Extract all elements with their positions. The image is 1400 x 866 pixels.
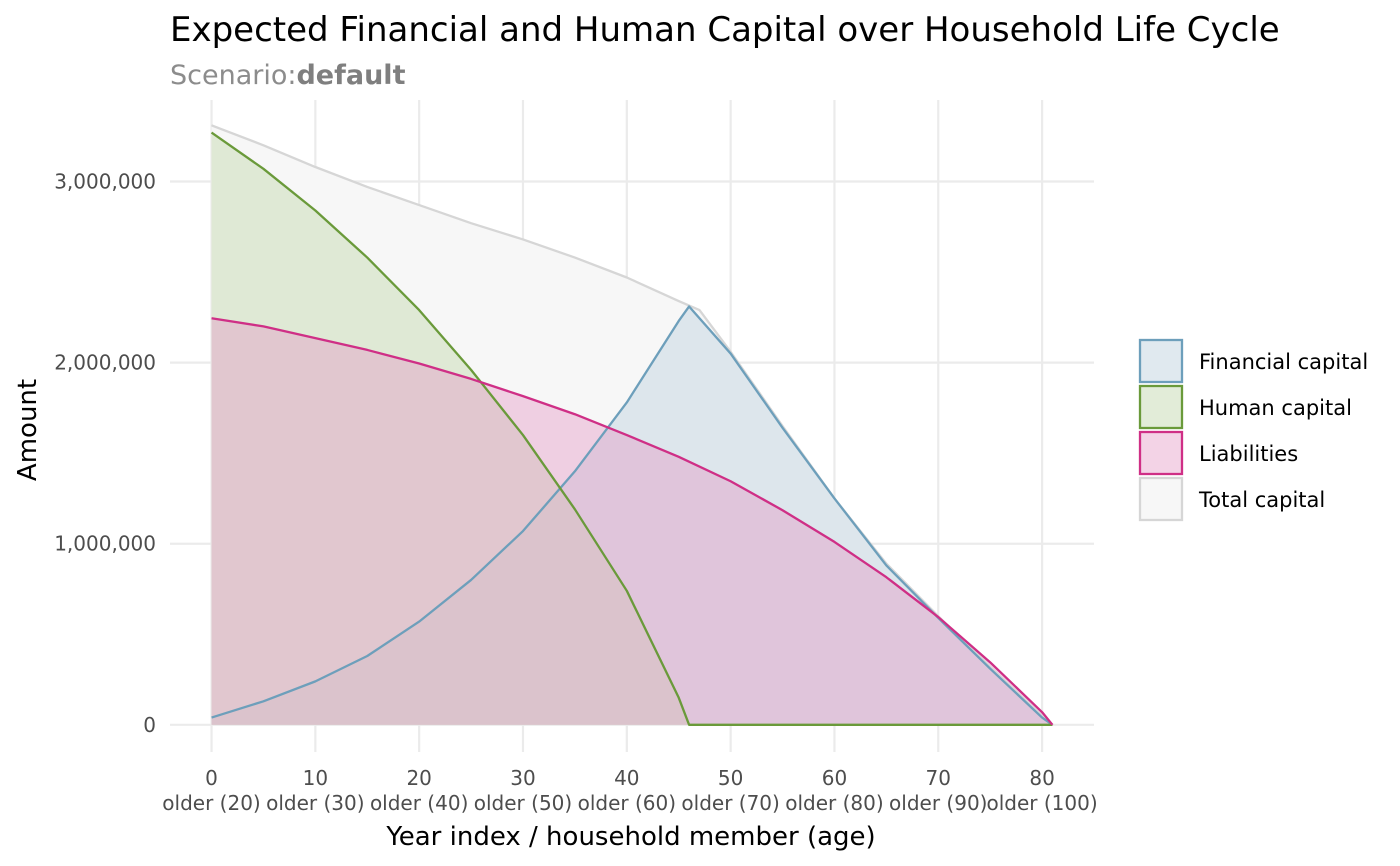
legend-label: Liabilities <box>1199 442 1298 466</box>
line-human-capital <box>210 131 1053 726</box>
x-tick-sublabel: older (50) <box>474 791 572 815</box>
legend-key <box>1138 430 1184 476</box>
legend: Financial capital Human capital Liabilitie… <box>1138 338 1368 522</box>
line-liabilities <box>211 317 1054 726</box>
x-tick-label: 20 <box>406 766 431 790</box>
legend-label: Financial capital <box>1199 350 1368 374</box>
x-tick-sublabel: older (60) <box>578 791 676 815</box>
y-tick-label: 3,000,000 <box>54 170 156 194</box>
plot-areas <box>211 125 1053 725</box>
legend-key <box>1138 476 1184 522</box>
legend-label: Total capital <box>1198 488 1325 512</box>
x-tick-label: 40 <box>614 766 639 790</box>
y-tick-label: 1,000,000 <box>54 532 156 556</box>
legend-item-financial-capital: Financial capital <box>1138 338 1368 384</box>
x-tick-label: 80 <box>1029 766 1054 790</box>
legend-label: Human capital <box>1199 396 1352 420</box>
x-tick-sublabel: older (100) <box>987 791 1098 815</box>
legend-key <box>1138 338 1184 384</box>
x-tick-sublabel: older (90) <box>889 791 987 815</box>
x-tick-label: 10 <box>303 766 328 790</box>
y-axis-ticks: 0 1,000,000 2,000,000 3,000,000 <box>54 170 156 737</box>
x-tick-label: 60 <box>822 766 847 790</box>
y-tick-label: 0 <box>143 713 156 737</box>
legend-item-liabilities: Liabilities <box>1138 430 1298 476</box>
x-tick-sublabel: older (20) <box>162 791 260 815</box>
chart-title: Expected Financial and Human Capital ove… <box>170 10 1280 50</box>
legend-item-total-capital: Total capital <box>1138 476 1325 522</box>
x-axis-title: Year index / household member (age) <box>385 822 875 852</box>
x-tick-label: 0 <box>205 766 218 790</box>
y-axis-title: Amount <box>13 379 43 481</box>
chart-subtitle: Scenario:default <box>170 60 406 91</box>
x-tick-label: 50 <box>718 766 743 790</box>
area-liabilities <box>211 318 1053 725</box>
x-tick-sublabel: older (40) <box>370 791 468 815</box>
legend-key-background <box>1140 432 1182 474</box>
plot-lines <box>210 124 1054 726</box>
x-tick-sublabel: older (80) <box>785 791 883 815</box>
legend-key <box>1138 384 1184 430</box>
x-tick-sublabel: older (70) <box>681 791 779 815</box>
x-tick-sublabel: older (30) <box>266 791 364 815</box>
y-tick-label: 2,000,000 <box>54 351 156 375</box>
x-tick-label: 70 <box>926 766 951 790</box>
subtitle-scenario-name: default <box>296 60 405 91</box>
x-tick-label: 30 <box>510 766 535 790</box>
subtitle-prefix: Scenario: <box>170 60 296 91</box>
legend-item-human-capital: Human capital <box>1138 384 1352 430</box>
area-human-capital <box>211 132 1053 725</box>
